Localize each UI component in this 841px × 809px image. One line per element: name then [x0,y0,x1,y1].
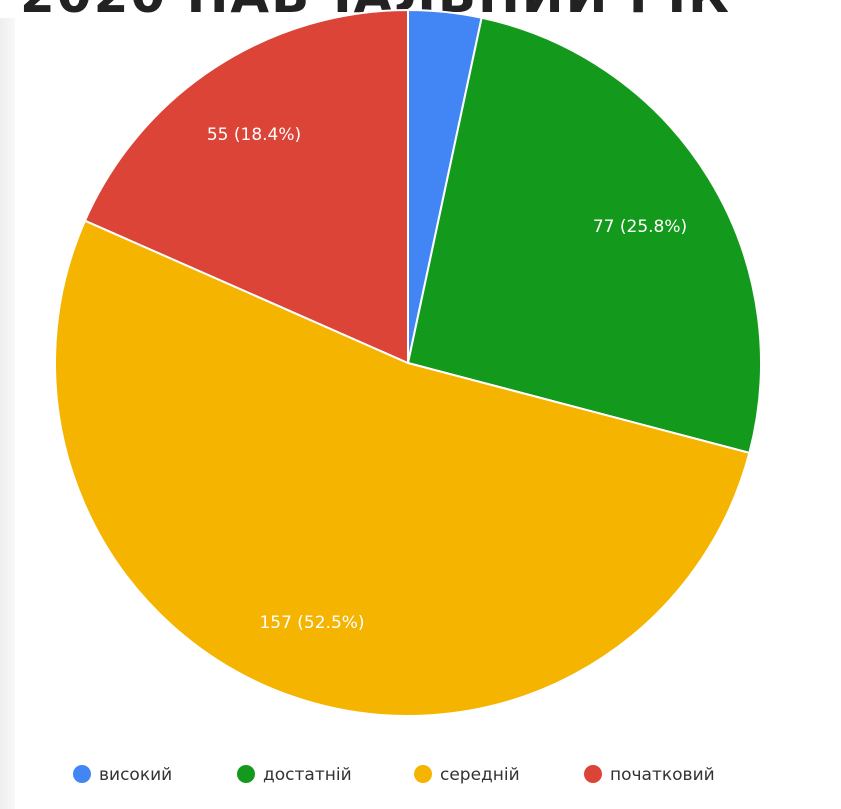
cropped-title-strip: 2020 НАВЧАЛЬНИЙ РІК [0,0,841,18]
legend-label-1: високий [99,765,172,785]
legend-item-3: середній [414,765,520,785]
legend-item-2: достатній [237,765,352,785]
pie-slice-4 [83,8,409,365]
pie-slice-label-2: 77 (25.8%) [593,217,687,237]
legend-item-4: початковий [584,765,715,785]
pie-data-labels: 77 (25.8%) 157 (52.5%) 55 (18.4%) [207,125,687,633]
legend-swatch-2 [237,765,255,783]
left-edge-strip [0,0,15,809]
pie-slice-2 [406,16,762,455]
legend-swatch-1 [73,765,91,783]
pie-slice-label-4: 55 (18.4%) [207,125,301,145]
legend-label-3: середній [440,765,520,785]
legend-swatch-3 [414,765,432,783]
pie-slices [54,8,762,717]
cropped-title: 2020 НАВЧАЛЬНИЙ РІК [20,0,731,18]
pie-slice-label-3: 157 (52.5%) [259,613,364,633]
legend-label-4: початковий [610,765,715,785]
chart-legend: високий достатній середній початковий [73,765,715,785]
pie-slice-3 [54,219,751,717]
legend-label-2: достатній [263,765,352,785]
legend-swatch-4 [584,765,602,783]
legend-item-1: високий [73,765,172,785]
